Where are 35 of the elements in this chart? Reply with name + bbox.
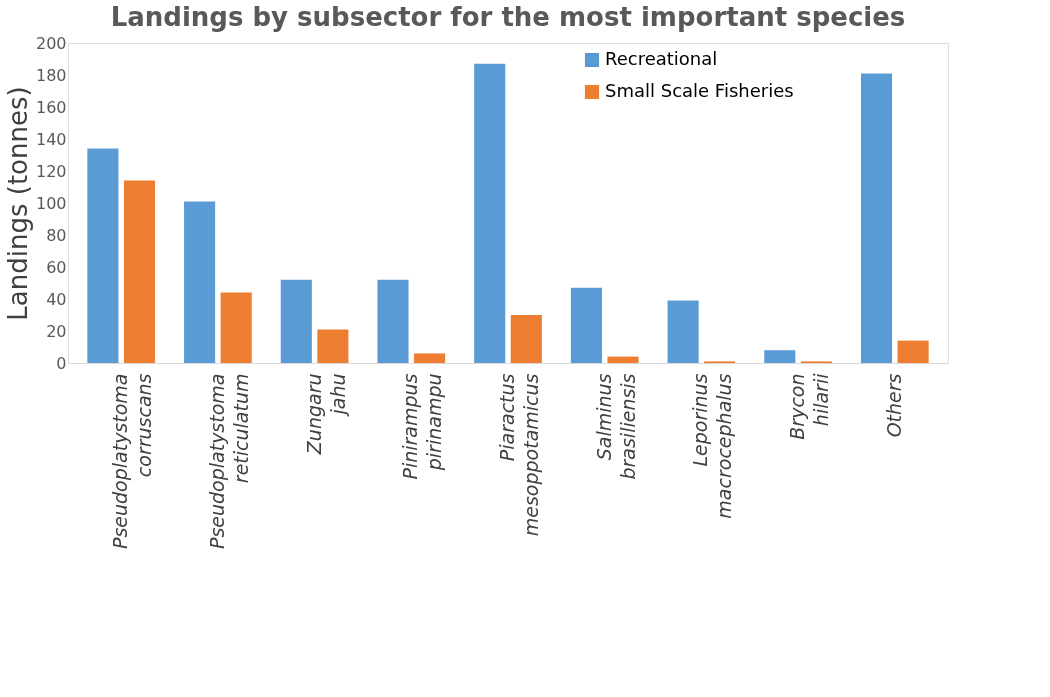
bar <box>87 148 119 363</box>
y-tick-label: 200 <box>35 33 67 53</box>
bar <box>317 329 349 363</box>
bar <box>377 279 409 363</box>
y-tick-label: 140 <box>35 129 67 149</box>
x-tick-label: Pseudoplatystoma corruscans <box>109 373 156 550</box>
bar <box>897 340 929 363</box>
y-tick-label: 0 <box>56 353 67 373</box>
bar <box>474 63 506 363</box>
bar <box>414 353 446 363</box>
bar <box>607 356 639 363</box>
x-tick-label: Brycon hilarii <box>786 372 833 440</box>
chart-title: Landings by subsector for the most important species <box>110 2 906 32</box>
bar <box>280 279 312 363</box>
bar <box>570 287 602 363</box>
y-tick-label: 160 <box>35 97 67 117</box>
bar <box>860 73 893 363</box>
bar <box>123 180 156 363</box>
bar <box>667 300 699 363</box>
y-tick-label: 100 <box>35 193 67 213</box>
y-axis-title: Landings (tonnes) <box>2 86 33 321</box>
bar <box>510 315 542 363</box>
bar <box>220 292 252 363</box>
y-tick-label: 20 <box>46 321 67 341</box>
x-tick-label: Others <box>882 373 905 438</box>
y-tick-label: 120 <box>35 161 67 181</box>
bar <box>184 201 216 363</box>
y-tick-label: 60 <box>46 257 67 277</box>
x-tick-label: Zungaru jahu <box>302 373 349 456</box>
legend-label: Small Scale Fisheries <box>605 80 794 101</box>
legend-label: Recreational <box>605 48 718 69</box>
y-tick-label: 180 <box>35 65 67 85</box>
y-tick-label: 80 <box>46 225 67 245</box>
bar <box>764 350 796 363</box>
y-tick-label: 40 <box>46 289 67 309</box>
